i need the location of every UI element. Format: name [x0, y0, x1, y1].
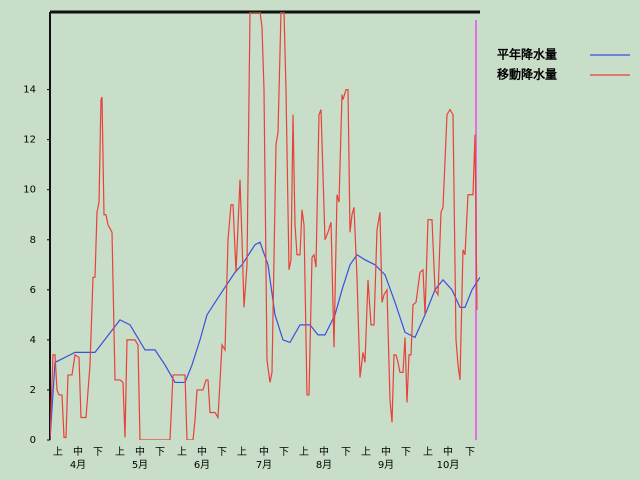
- x-tick-label: 中: [381, 445, 391, 458]
- x-tick-label: 上: [177, 446, 187, 458]
- y-tick-label: 0: [30, 435, 36, 446]
- x-tick-label: 上: [237, 446, 247, 458]
- x-tick-label: 上: [53, 446, 63, 458]
- legend-label: 移動降水量: [497, 67, 557, 82]
- month-label: 8月: [316, 459, 332, 471]
- x-tick-label: 下: [93, 447, 103, 458]
- series-line: [50, 12, 478, 440]
- x-tick-label: 中: [197, 445, 207, 458]
- x-tick-label: 上: [299, 446, 309, 458]
- x-tick-label: 下: [155, 447, 165, 458]
- month-label: 5月: [132, 459, 148, 471]
- month-label: 4月: [70, 459, 86, 471]
- x-tick-label: 中: [319, 445, 329, 458]
- month-label: 10月: [437, 459, 460, 471]
- x-tick-label: 中: [443, 445, 453, 458]
- month-label: 7月: [256, 459, 272, 471]
- x-tick-label: 上: [423, 446, 433, 458]
- x-tick-label: 下: [401, 447, 411, 458]
- y-tick-label: 4: [30, 335, 36, 346]
- x-tick-label: 中: [73, 445, 83, 458]
- legend-label: 平年降水量: [497, 47, 557, 62]
- x-tick-label: 上: [361, 446, 371, 458]
- x-tick-label: 下: [341, 447, 351, 458]
- y-tick-label: 10: [23, 185, 36, 196]
- x-tick-label: 中: [259, 445, 269, 458]
- month-label: 6月: [194, 459, 210, 471]
- x-tick-label: 上: [115, 446, 125, 458]
- series-line: [50, 241, 480, 440]
- month-label: 9月: [378, 459, 394, 471]
- x-tick-label: 中: [135, 445, 145, 458]
- x-tick-label: 下: [279, 447, 289, 458]
- y-tick-label: 12: [23, 135, 36, 146]
- x-tick-label: 下: [217, 447, 227, 458]
- y-tick-label: 2: [30, 385, 36, 396]
- y-tick-label: 14: [23, 85, 36, 96]
- y-tick-label: 6: [30, 285, 36, 296]
- x-tick-label: 下: [465, 447, 475, 458]
- y-tick-label: 8: [30, 235, 36, 246]
